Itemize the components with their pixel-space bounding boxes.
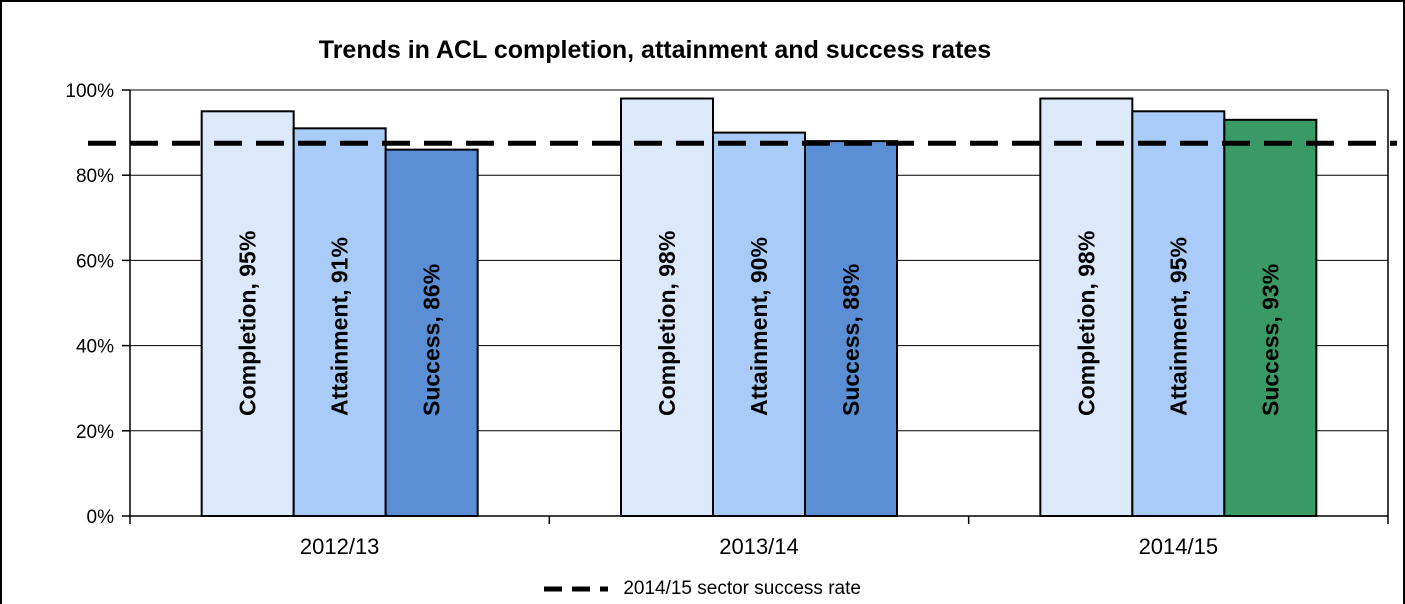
bar — [384, 148, 479, 517]
bar — [1223, 118, 1318, 517]
data-label: Attainment, 95% — [1165, 237, 1191, 416]
y-tick-label: 100% — [65, 81, 114, 102]
bar — [804, 140, 898, 517]
bar — [1131, 110, 1226, 518]
data-label: Completion, 98% — [1073, 231, 1099, 416]
x-tick-label: 2014/15 — [1139, 534, 1219, 559]
x-tick-label: 2013/14 — [719, 534, 799, 559]
y-tick-label: 20% — [76, 422, 114, 443]
data-label: Completion, 95% — [235, 231, 261, 416]
legend: 2014/15 sector success rate — [0, 578, 1405, 600]
data-label: Success, 88% — [838, 264, 864, 416]
data-label: Attainment, 90% — [746, 237, 772, 416]
x-tick-label: 2012/13 — [300, 534, 380, 559]
y-tick-label: 60% — [76, 251, 114, 272]
bar — [1039, 97, 1134, 518]
bar — [712, 131, 806, 517]
data-label: Completion, 98% — [654, 231, 680, 416]
data-label: Attainment, 91% — [327, 237, 353, 416]
data-label: Success, 86% — [419, 264, 445, 416]
legend-label: 2014/15 sector success rate — [623, 578, 861, 599]
data-label: Success, 93% — [1257, 264, 1283, 416]
y-tick-label: 80% — [76, 166, 114, 187]
y-tick-label: 40% — [76, 337, 114, 358]
legend-dashed-line-icon — [544, 586, 609, 592]
chart-title: Trends in ACL completion, attainment and… — [318, 36, 992, 64]
y-tick-label: 0% — [87, 507, 115, 528]
